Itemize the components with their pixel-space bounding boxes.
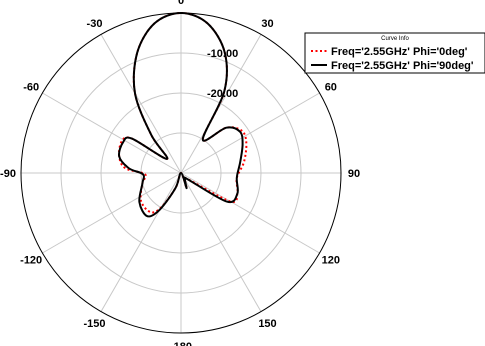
angle-tick-label: -120 — [20, 255, 42, 267]
angle-tick-label: 0 — [178, 0, 184, 7]
grid-spoke — [180, 34, 262, 174]
grid-spoke — [42, 172, 182, 254]
polar-grid — [20, 12, 342, 334]
angle-tick-label: -180 — [170, 341, 192, 346]
legend-title: Curve Info — [381, 36, 409, 42]
grid-spoke — [100, 172, 182, 312]
angle-tick-label: -30 — [87, 18, 103, 30]
angle-tick-label: -150 — [83, 318, 105, 330]
data-series — [117, 12, 248, 218]
grid-spoke — [180, 172, 262, 312]
angle-tick-label: 150 — [258, 318, 276, 330]
radial-tick-label: -10.00 — [207, 48, 238, 60]
legend: Curve Info Freq='2.55GHz' Phi='0deg' Fre… — [304, 32, 485, 74]
angle-tick-label: -60 — [23, 82, 39, 94]
legend-label-phi-90: Freq='2.55GHz' Phi='90deg' — [331, 60, 474, 72]
angle-tick-label: 30 — [261, 18, 273, 30]
series-line-1 — [117, 12, 244, 218]
tick-labels: 0 30 60 90 120 150 -180 -150 -120 -90 -60 -30 -10.00… — [0, 0, 360, 346]
angle-tick-label: 120 — [322, 255, 340, 267]
grid-spoke — [100, 34, 182, 174]
grid-spoke — [180, 172, 320, 254]
legend-label-phi-0: Freq='2.55GHz' Phi='0deg' — [331, 46, 468, 58]
angle-tick-label: 60 — [325, 82, 337, 94]
angle-tick-label: -90 — [0, 168, 16, 180]
angle-tick-label: 90 — [348, 168, 360, 180]
series-line-0 — [118, 12, 248, 214]
grid-spoke — [180, 92, 320, 174]
grid-spoke — [42, 92, 182, 174]
legend-box — [304, 32, 485, 74]
